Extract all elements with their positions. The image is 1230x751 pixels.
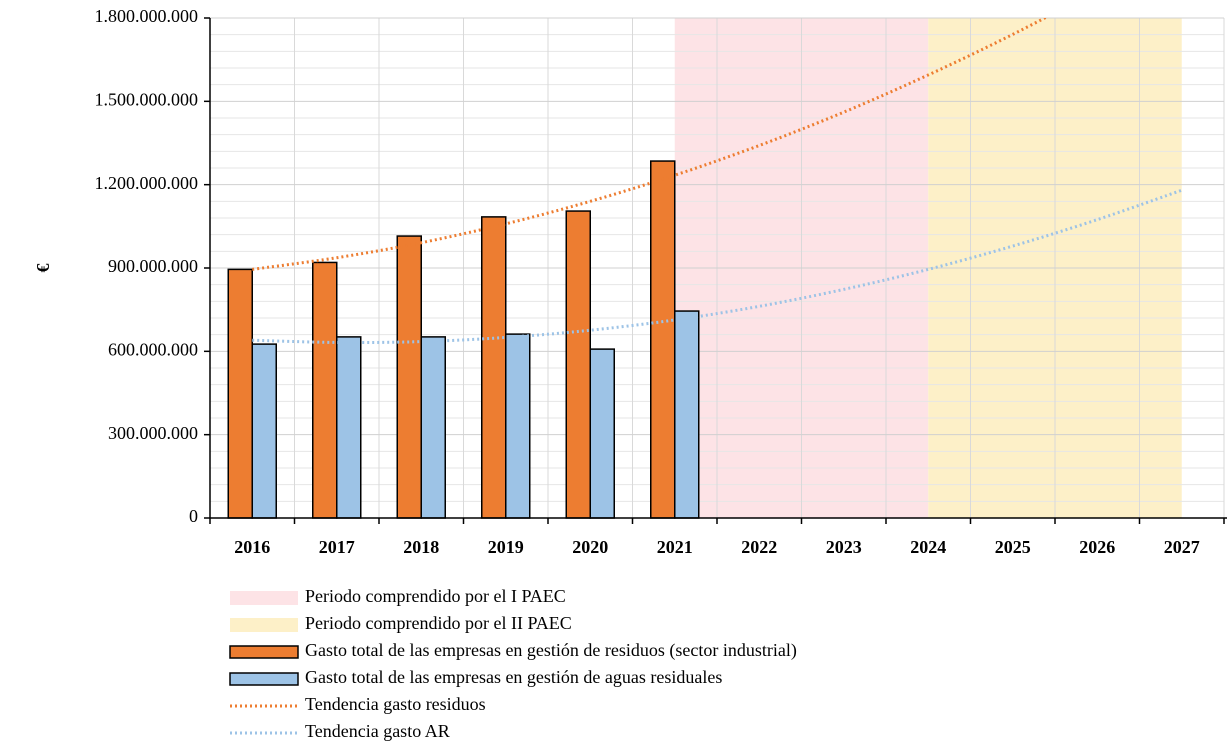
y-tick-label: 300.000.000	[108, 423, 198, 443]
x-tick-label: 2022	[741, 537, 777, 557]
x-tick-label: 2025	[995, 537, 1031, 557]
y-axis-label: €	[33, 264, 53, 273]
y-tick-label: 1.200.000.000	[95, 173, 199, 193]
legend-label: Gasto total de las empresas en gestión d…	[305, 640, 797, 661]
legend-label: Tendencia gasto AR	[305, 721, 450, 741]
legend-swatch	[229, 672, 299, 686]
legend-swatch	[230, 591, 298, 605]
x-tick-label: 2019	[488, 537, 524, 557]
x-tick-label: 2017	[319, 537, 355, 557]
bar	[251, 343, 277, 519]
legend-label: Periodo comprendido por el II PAEC	[305, 613, 572, 633]
x-tick-label: 2020	[572, 537, 608, 557]
bar	[227, 268, 253, 519]
bar	[674, 310, 700, 519]
bar	[589, 348, 615, 519]
x-tick-label: 2027	[1164, 537, 1200, 557]
bar	[420, 336, 446, 519]
x-tick-label: 2024	[910, 537, 946, 557]
x-tick-label: 2023	[826, 537, 862, 557]
legend-label: Tendencia gasto residuos	[305, 694, 486, 714]
y-tick-label: 600.000.000	[108, 339, 198, 359]
y-tick-label: 0	[189, 506, 198, 526]
bar	[481, 216, 507, 519]
bar	[505, 333, 531, 519]
legend-label: Periodo comprendido por el I PAEC	[305, 586, 566, 606]
bar	[565, 210, 591, 519]
legend-label: Gasto total de las empresas en gestión d…	[305, 667, 722, 687]
bar	[336, 336, 362, 519]
legend-swatch	[229, 645, 299, 659]
bar	[396, 235, 422, 519]
legend-swatch	[230, 618, 298, 632]
y-tick-label: 1.500.000.000	[95, 89, 199, 109]
y-tick-label: 900.000.000	[108, 256, 198, 276]
bar	[650, 160, 676, 519]
x-tick-label: 2021	[657, 537, 693, 557]
x-tick-label: 2016	[234, 537, 270, 557]
y-tick-label: 1.800.000.000	[95, 6, 199, 26]
x-tick-label: 2018	[403, 537, 439, 557]
trend-line	[252, 188, 1183, 345]
x-tick-label: 2026	[1079, 537, 1115, 557]
bar	[312, 261, 338, 519]
